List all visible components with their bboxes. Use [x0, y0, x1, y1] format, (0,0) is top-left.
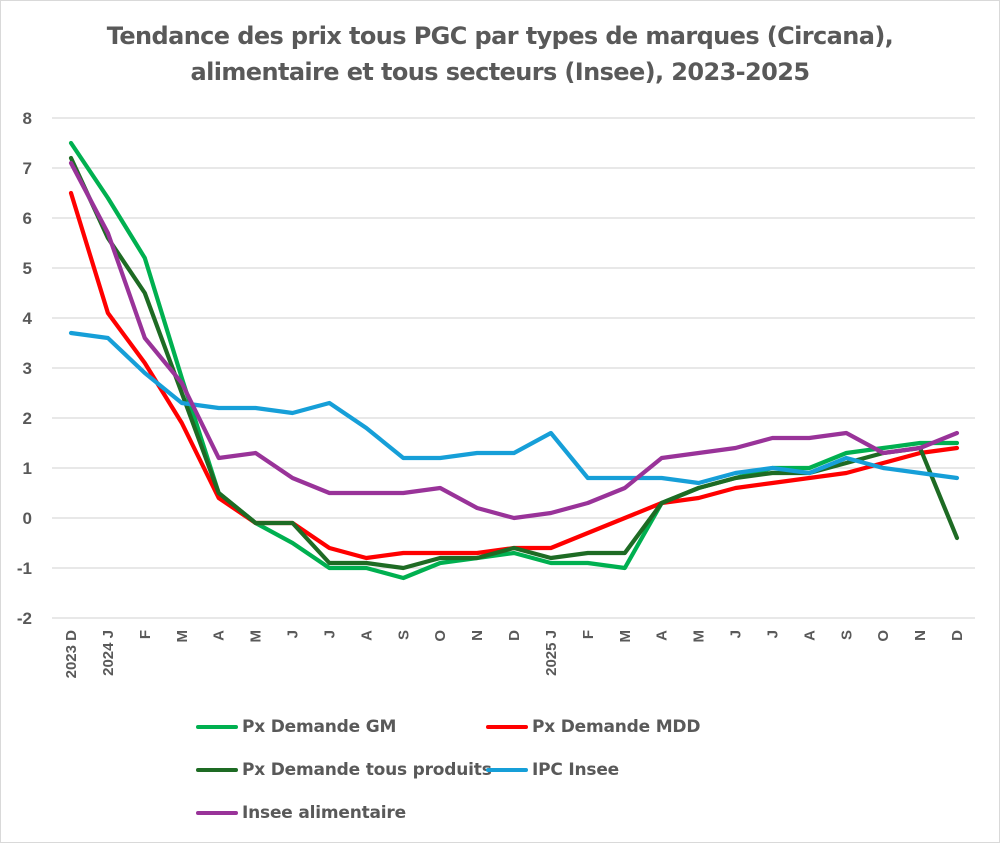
- x-tick-label: M: [691, 630, 708, 643]
- y-tick-label: 2: [23, 409, 32, 428]
- legend-label: Px Demande MDD: [532, 717, 701, 737]
- legend-swatch-gm: [196, 725, 238, 729]
- y-tick-label: 5: [23, 259, 32, 278]
- x-tick-label: J: [764, 630, 781, 638]
- y-tick-label: 4: [23, 309, 33, 328]
- x-tick-label: F: [580, 630, 597, 639]
- legend-item-insee-alimentaire: Insee alimentaire: [196, 798, 406, 828]
- x-tick-label: N: [912, 630, 929, 641]
- x-tick-label: 2023 D: [63, 630, 80, 679]
- x-tick-label: M: [248, 630, 265, 643]
- series-line-px-demande-tous-produits: [68, 155, 960, 571]
- x-tick-label: M: [174, 630, 191, 643]
- y-tick-label: 8: [23, 109, 32, 128]
- series-lines: [68, 140, 960, 581]
- x-tick-label: A: [211, 630, 228, 641]
- x-tick-label: N: [469, 630, 486, 641]
- chart-title-line-2: alimentaire et tous secteurs (Insee), 20…: [190, 58, 811, 86]
- y-tick-label: 1: [23, 459, 32, 478]
- legend-label: Px Demande tous produits: [242, 760, 492, 780]
- x-tick-label: 2024 J: [100, 630, 117, 676]
- x-tick-label: A: [801, 630, 818, 641]
- series-line-px-demande-mdd: [68, 190, 960, 561]
- chart-title-line-1: Tendance des prix tous PGC par types de …: [106, 22, 894, 50]
- x-tick-label: S: [395, 630, 412, 640]
- x-tick-label: D: [949, 630, 966, 641]
- legend-swatch-alimentaire: [196, 811, 238, 815]
- y-tick-label: -1: [17, 559, 32, 578]
- x-tick-label: J: [728, 630, 745, 638]
- x-tick-label: S: [838, 630, 855, 640]
- x-tick-label: D: [506, 630, 523, 641]
- x-tick-label: O: [875, 630, 892, 642]
- series-line-px-demande-gm: [68, 140, 960, 581]
- legend-item-ipc-insee: IPC Insee: [486, 755, 619, 785]
- x-tick-label: A: [358, 630, 375, 641]
- gridlines: [52, 117, 975, 619]
- x-tick-label: 2025 J: [543, 630, 560, 676]
- y-tick-label: 0: [23, 509, 32, 528]
- legend-swatch-ipc: [486, 768, 528, 772]
- x-tick-label: J: [321, 630, 338, 638]
- x-tick-label: A: [654, 630, 671, 641]
- chart-title: Tendance des prix tous PGC par types de …: [0, 18, 1000, 90]
- legend-swatch-tous-produits: [196, 768, 238, 772]
- x-tick-label: M: [617, 630, 634, 643]
- legend-item-px-demande-mdd: Px Demande MDD: [486, 712, 700, 742]
- legend-item-px-demande-gm: Px Demande GM: [196, 712, 396, 742]
- y-tick-label: 6: [23, 209, 32, 228]
- legend-label: Insee alimentaire: [242, 803, 406, 823]
- x-tick-label: F: [137, 630, 154, 639]
- legend-label: Px Demande GM: [242, 717, 397, 737]
- y-tick-label: -2: [17, 609, 32, 628]
- y-tick-label: 3: [23, 359, 32, 378]
- y-tick-label: 7: [23, 159, 32, 178]
- legend-swatch-mdd: [486, 725, 528, 729]
- x-axis-tick-labels: 2023 D 2024 J F M A M J J A S O N D 2025 J F M A M J J A S O N D: [63, 630, 966, 679]
- y-axis-tick-labels: 8 7 6 5 4 3 2 1 0 -1 -2: [17, 109, 33, 628]
- x-tick-label: O: [432, 630, 449, 642]
- legend-item-px-demande-tous-produits: Px Demande tous produits: [196, 755, 492, 785]
- legend-label: IPC Insee: [532, 760, 619, 780]
- x-tick-label: J: [285, 630, 302, 638]
